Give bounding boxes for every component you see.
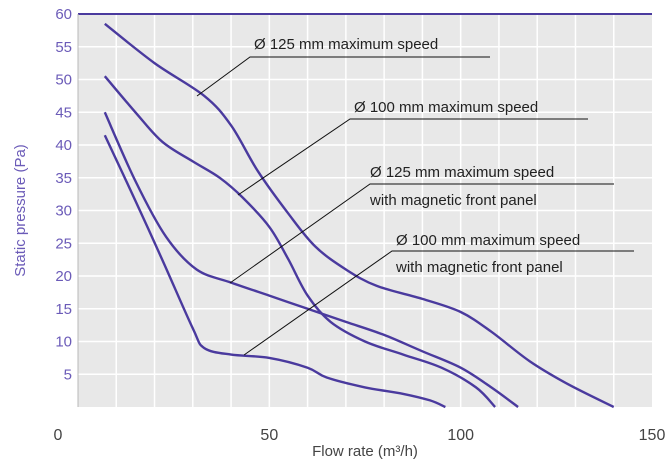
annotation-leader-line [243, 250, 634, 356]
series-line-125mm-max-panel [103, 111, 519, 408]
y-axis-title: Static pressure (Pa) [12, 144, 29, 277]
y-tick-label: 25 [55, 235, 72, 252]
y-tick-label: 5 [64, 366, 72, 383]
x-tick-label: 0 [54, 427, 63, 444]
annotation-leader-line [229, 183, 614, 284]
annotation-label: with magnetic front panel [395, 259, 563, 276]
x-tick-label: 100 [447, 427, 474, 444]
series-lines [103, 22, 615, 409]
y-tick-label: 55 [55, 39, 72, 56]
y-tick-label: 30 [55, 203, 72, 220]
y-tick-label: 15 [55, 301, 72, 318]
series-line-125mm-max [104, 22, 615, 409]
x-axis-title: Flow rate (m³/h) [312, 443, 418, 460]
annotation-leader-line [196, 56, 490, 97]
annotation-label: Ø 100 mm maximum speed [354, 99, 538, 116]
annotation-label: Ø 100 mm maximum speed [396, 232, 580, 249]
y-tick-label: 50 [55, 72, 72, 89]
annotation-leader-line [237, 118, 588, 196]
x-tick-label: 150 [639, 427, 666, 444]
y-tick-label: 35 [55, 170, 72, 187]
x-tick-label: 50 [260, 427, 278, 444]
y-tick-label: 45 [55, 104, 72, 121]
axes [77, 13, 652, 407]
y-tick-label: 60 [55, 6, 72, 23]
tick-labels: 5 10 15 20 25 30 35 40 45 50 55 60 0 50 100 150 [54, 6, 666, 444]
y-tick-label: 20 [55, 268, 72, 285]
y-tick-label: 10 [55, 334, 72, 351]
y-tick-label: 40 [55, 137, 72, 154]
annotation-label: with magnetic front panel [369, 192, 537, 209]
series-line-100mm-max-panel [103, 134, 446, 409]
grid-lines [78, 14, 652, 407]
annotation-label: Ø 125 mm maximum speed [370, 164, 554, 181]
annotation-label: Ø 125 mm maximum speed [254, 36, 438, 53]
series-line-100mm-max [103, 75, 496, 408]
series-annotations: Ø 125 mm maximum speed Ø 100 mm maximum s… [196, 36, 634, 356]
